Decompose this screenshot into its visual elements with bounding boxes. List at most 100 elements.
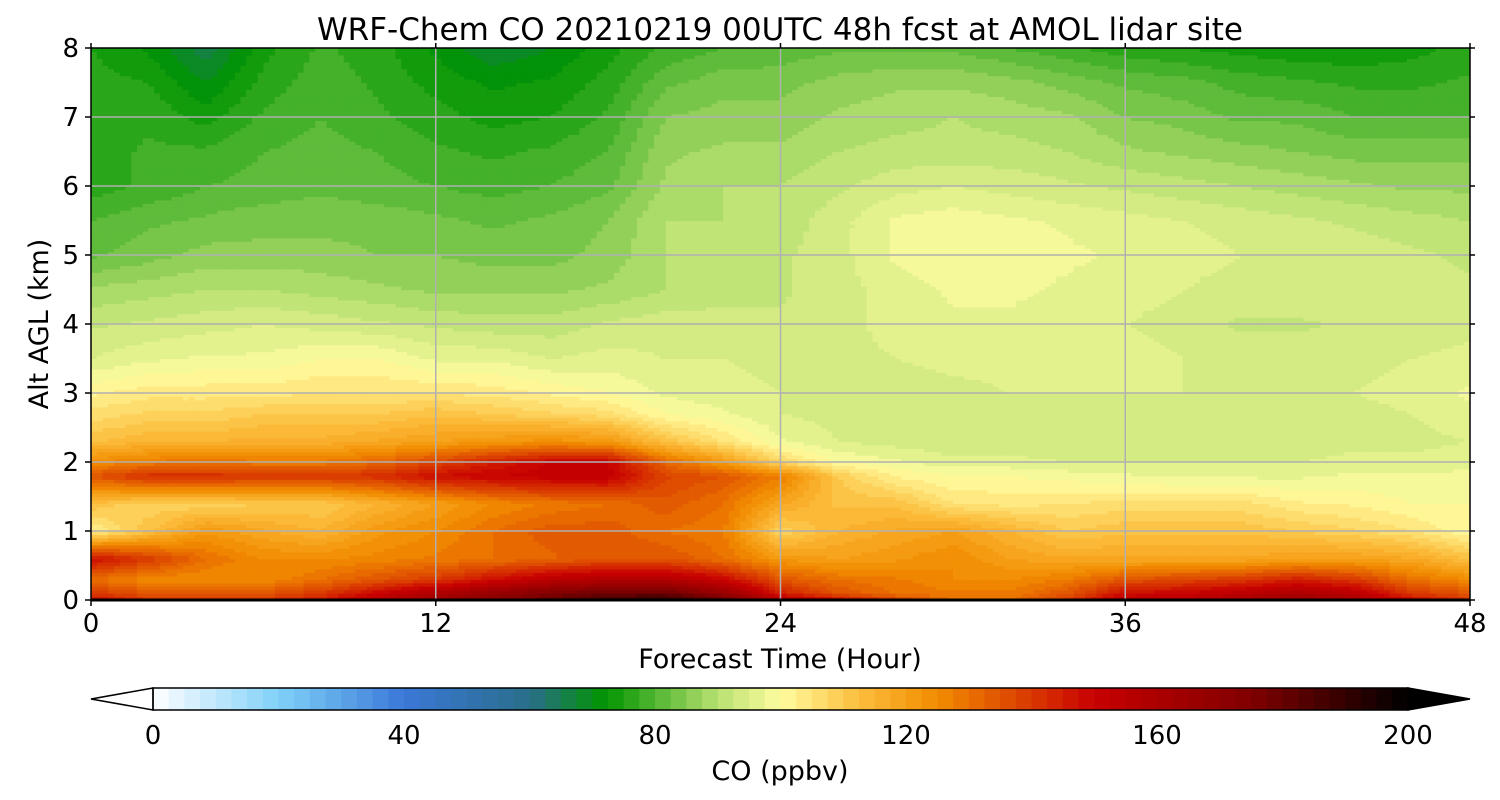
contour-cell — [1326, 593, 1332, 597]
contour-cell — [1079, 593, 1085, 597]
contour-cell — [1269, 586, 1275, 590]
contour-cell — [947, 583, 953, 587]
contour-cell — [321, 586, 327, 590]
contour-cell — [872, 590, 878, 594]
contour-cell — [355, 590, 361, 594]
contour-cell — [252, 583, 258, 587]
contour-cell — [1125, 593, 1131, 597]
contour-cell — [235, 583, 241, 587]
contour-cell — [700, 590, 706, 594]
contour-cell — [407, 579, 413, 583]
contour-cell — [855, 593, 861, 597]
contour-cell — [1154, 593, 1160, 597]
contour-cell — [528, 593, 534, 597]
contour-cell — [1051, 586, 1057, 590]
contour-cell — [344, 586, 350, 590]
contour-cell — [1194, 593, 1200, 597]
contour-cell — [1303, 590, 1309, 594]
contour-cell — [1131, 579, 1137, 583]
contour-cell — [327, 583, 333, 587]
contour-cell — [1257, 586, 1263, 590]
contour-cell — [1062, 579, 1068, 583]
contour-cell — [1085, 593, 1091, 597]
contour-cell — [947, 579, 953, 583]
contour-cell — [97, 583, 103, 587]
contour-cell — [419, 593, 425, 597]
contour-cell — [424, 579, 430, 583]
contour-cell — [419, 583, 425, 587]
contour-cell — [763, 583, 769, 587]
contour-cell — [752, 590, 758, 594]
contour-cell — [1384, 593, 1390, 597]
contour-cell — [769, 583, 775, 587]
contour-cell — [1211, 593, 1217, 597]
contour-cell — [223, 583, 229, 587]
contour-cell — [987, 590, 993, 594]
contour-cell — [878, 583, 884, 587]
contour-cell — [453, 583, 459, 587]
contour-cell — [332, 590, 338, 594]
contour-cell — [442, 579, 448, 583]
contour-cell — [568, 586, 574, 590]
contour-cell — [240, 586, 246, 590]
contour-cell — [217, 593, 223, 597]
contour-cell — [522, 579, 528, 583]
contour-cell — [625, 593, 631, 597]
contour-cell — [1177, 583, 1183, 587]
contour-cell — [390, 579, 396, 583]
contour-cell — [470, 579, 476, 583]
contour-cell — [631, 593, 637, 597]
contour-cell — [1436, 583, 1442, 587]
contour-cell — [907, 583, 913, 587]
contour-cell — [1108, 583, 1114, 587]
contour-cell — [1085, 583, 1091, 587]
contour-cell — [1200, 593, 1206, 597]
contour-cell — [1275, 583, 1281, 587]
contour-cell — [1102, 586, 1108, 590]
contour-cell — [183, 593, 189, 597]
contour-cell — [1028, 593, 1034, 597]
contour-cell — [1131, 593, 1137, 597]
contour-cell — [1413, 583, 1419, 587]
contour-cell — [1074, 579, 1080, 583]
contour-cell — [539, 583, 545, 587]
contour-cell — [1056, 579, 1062, 583]
contour-cell — [309, 590, 315, 594]
contour-cell — [223, 586, 229, 590]
contour-cell — [206, 579, 212, 583]
contour-cell — [574, 583, 580, 587]
contour-cell — [125, 583, 131, 587]
contour-cell — [723, 593, 729, 597]
contour-cell — [568, 593, 574, 597]
contour-cell — [1183, 579, 1189, 583]
contour-cell — [838, 593, 844, 597]
contour-cell — [660, 579, 666, 583]
contour-cell — [982, 579, 988, 583]
contour-cell — [1395, 593, 1401, 597]
contour-cell — [551, 579, 557, 583]
contour-cell — [229, 579, 235, 583]
contour-cell — [1206, 593, 1212, 597]
contour-cell — [470, 590, 476, 594]
contour-cell — [1068, 579, 1074, 583]
contour-cell — [373, 586, 379, 590]
contour-cell — [947, 593, 953, 597]
contour-cell — [1441, 583, 1447, 587]
contour-cell — [1188, 586, 1194, 590]
contour-cell — [189, 579, 195, 583]
contour-cell — [384, 586, 390, 590]
contour-cell — [677, 579, 683, 583]
contour-cell — [321, 579, 327, 583]
contour-cell — [1395, 586, 1401, 590]
contour-cell — [867, 583, 873, 587]
contour-cell — [464, 593, 470, 597]
contour-cell — [844, 579, 850, 583]
contour-cell — [1292, 583, 1298, 587]
contour-cell — [505, 579, 511, 583]
contour-cell — [654, 586, 660, 590]
contour-cell — [482, 590, 488, 594]
contour-cell — [1005, 586, 1011, 590]
contour-cell — [1286, 579, 1292, 583]
contour-cell — [849, 583, 855, 587]
contour-cell — [1344, 586, 1350, 590]
